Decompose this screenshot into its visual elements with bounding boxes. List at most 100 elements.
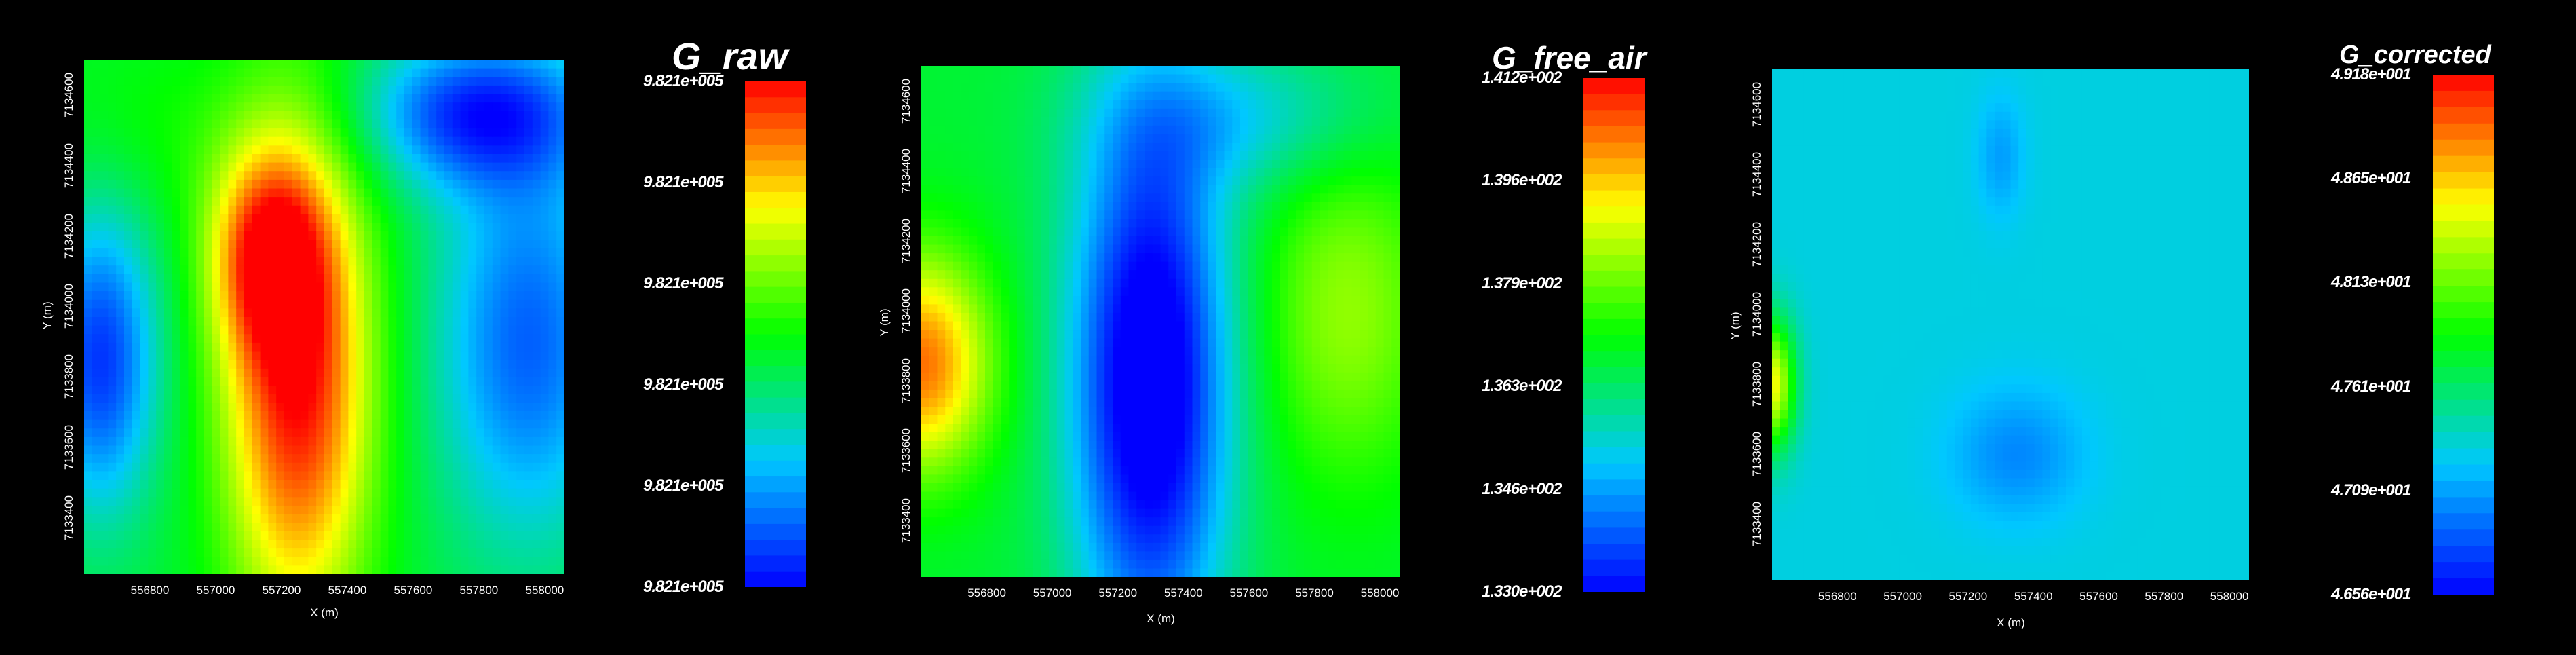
heatmap-cell xyxy=(252,325,261,335)
heatmap-cell xyxy=(148,514,157,523)
heatmap-cell xyxy=(404,231,413,240)
heatmap-cell xyxy=(308,85,317,95)
heatmap-cell xyxy=(516,548,525,558)
heatmap-cell xyxy=(228,188,237,198)
heatmap-cell xyxy=(84,94,93,103)
heatmap-cell xyxy=(1064,117,1073,126)
heatmap-cell xyxy=(180,119,189,129)
heatmap-cell xyxy=(260,68,269,77)
heatmap-cell xyxy=(460,368,469,378)
heatmap-cell xyxy=(444,325,453,335)
heatmap-cell xyxy=(380,334,389,343)
heatmap-cell xyxy=(380,77,389,86)
heatmap-cell xyxy=(124,274,133,284)
heatmap-cell xyxy=(108,265,117,275)
heatmap-cell xyxy=(516,68,525,77)
heatmap-cell xyxy=(84,351,93,360)
heatmap-cell xyxy=(316,394,325,403)
heatmap-cell xyxy=(260,240,269,249)
heatmap-cell xyxy=(332,179,341,189)
heatmap-cell xyxy=(556,411,564,421)
heatmap-cell xyxy=(140,111,149,121)
heatmap-cell xyxy=(921,474,930,484)
heatmap-cell xyxy=(332,248,341,258)
heatmap-cell xyxy=(977,168,986,177)
heatmap-cell xyxy=(1024,160,1034,169)
heatmap-cell xyxy=(164,351,173,360)
heatmap-cell xyxy=(548,111,557,121)
heatmap-cell xyxy=(500,308,509,318)
heatmap-cell xyxy=(228,162,237,172)
heatmap-cell xyxy=(172,119,181,129)
heatmap-cell xyxy=(993,210,1002,220)
heatmap-cell xyxy=(953,517,962,527)
heatmap-cell xyxy=(324,223,333,232)
heatmap-cell xyxy=(356,102,365,112)
heatmap-cell xyxy=(1033,542,1041,552)
heatmap-cell xyxy=(212,565,221,574)
heatmap-cell xyxy=(436,462,445,472)
heatmap-cell xyxy=(172,265,181,275)
heatmap-cell xyxy=(212,291,221,301)
heatmap-cell xyxy=(380,342,389,352)
heatmap-cell xyxy=(172,411,181,421)
heatmap-cell xyxy=(921,100,930,109)
heatmap-cell xyxy=(420,368,429,378)
heatmap-cell xyxy=(380,265,389,275)
heatmap-cell xyxy=(500,548,509,558)
heatmap-cell xyxy=(308,299,317,309)
heatmap-cell xyxy=(953,491,962,501)
heatmap-cell xyxy=(921,168,930,177)
heatmap-cell xyxy=(460,291,469,301)
heatmap-cell xyxy=(1009,210,1018,220)
heatmap-cell xyxy=(961,151,970,160)
heatmap-cell xyxy=(212,386,221,395)
heatmap-cell xyxy=(532,111,541,121)
heatmap-cell xyxy=(212,85,221,95)
heatmap-cell xyxy=(921,253,930,263)
heatmap-cell xyxy=(84,299,93,309)
heatmap-cell xyxy=(436,497,445,506)
heatmap-cell xyxy=(1024,534,1034,544)
heatmap-cell xyxy=(945,74,954,83)
heatmap-cell xyxy=(985,91,994,100)
heatmap-cell xyxy=(108,386,117,395)
heatmap-cell xyxy=(921,193,930,203)
heatmap-cell xyxy=(500,428,509,438)
heatmap-cell xyxy=(276,274,285,284)
heatmap-cell xyxy=(1049,66,1058,75)
heatmap-cell xyxy=(116,514,125,523)
heatmap-cell xyxy=(260,102,269,112)
heatmap-cell xyxy=(1024,432,1034,441)
heatmap-cell xyxy=(412,462,421,472)
heatmap-cell xyxy=(420,231,429,240)
heatmap-cell xyxy=(929,261,938,271)
heatmap-cell xyxy=(476,231,485,240)
heatmap-cell xyxy=(164,214,173,223)
heatmap-cell xyxy=(1064,321,1073,331)
heatmap-cell xyxy=(945,559,954,569)
heatmap-cell xyxy=(548,128,557,138)
heatmap-cell xyxy=(1024,330,1034,339)
heatmap-cell xyxy=(937,176,946,186)
heatmap-cell xyxy=(404,308,413,318)
heatmap-cell xyxy=(348,291,357,301)
heatmap-cell xyxy=(252,265,261,275)
heatmap-cell xyxy=(460,403,469,412)
heatmap-cell xyxy=(356,274,365,284)
heatmap-cell xyxy=(516,351,525,360)
heatmap-cell xyxy=(508,462,517,472)
heatmap-cell xyxy=(212,257,221,266)
heatmap-cell xyxy=(1017,441,1026,450)
heatmap-cell xyxy=(404,351,413,360)
heatmap-cell xyxy=(1088,483,1098,493)
heatmap-cell xyxy=(140,136,149,146)
heatmap-cell xyxy=(204,497,213,506)
heatmap-cell xyxy=(468,351,477,360)
heatmap-cell xyxy=(172,171,181,181)
heatmap-cell xyxy=(476,60,485,69)
heatmap-cell xyxy=(132,317,141,326)
heatmap-cell xyxy=(492,454,501,464)
heatmap-cell xyxy=(500,317,509,326)
heatmap-cell xyxy=(436,282,445,292)
